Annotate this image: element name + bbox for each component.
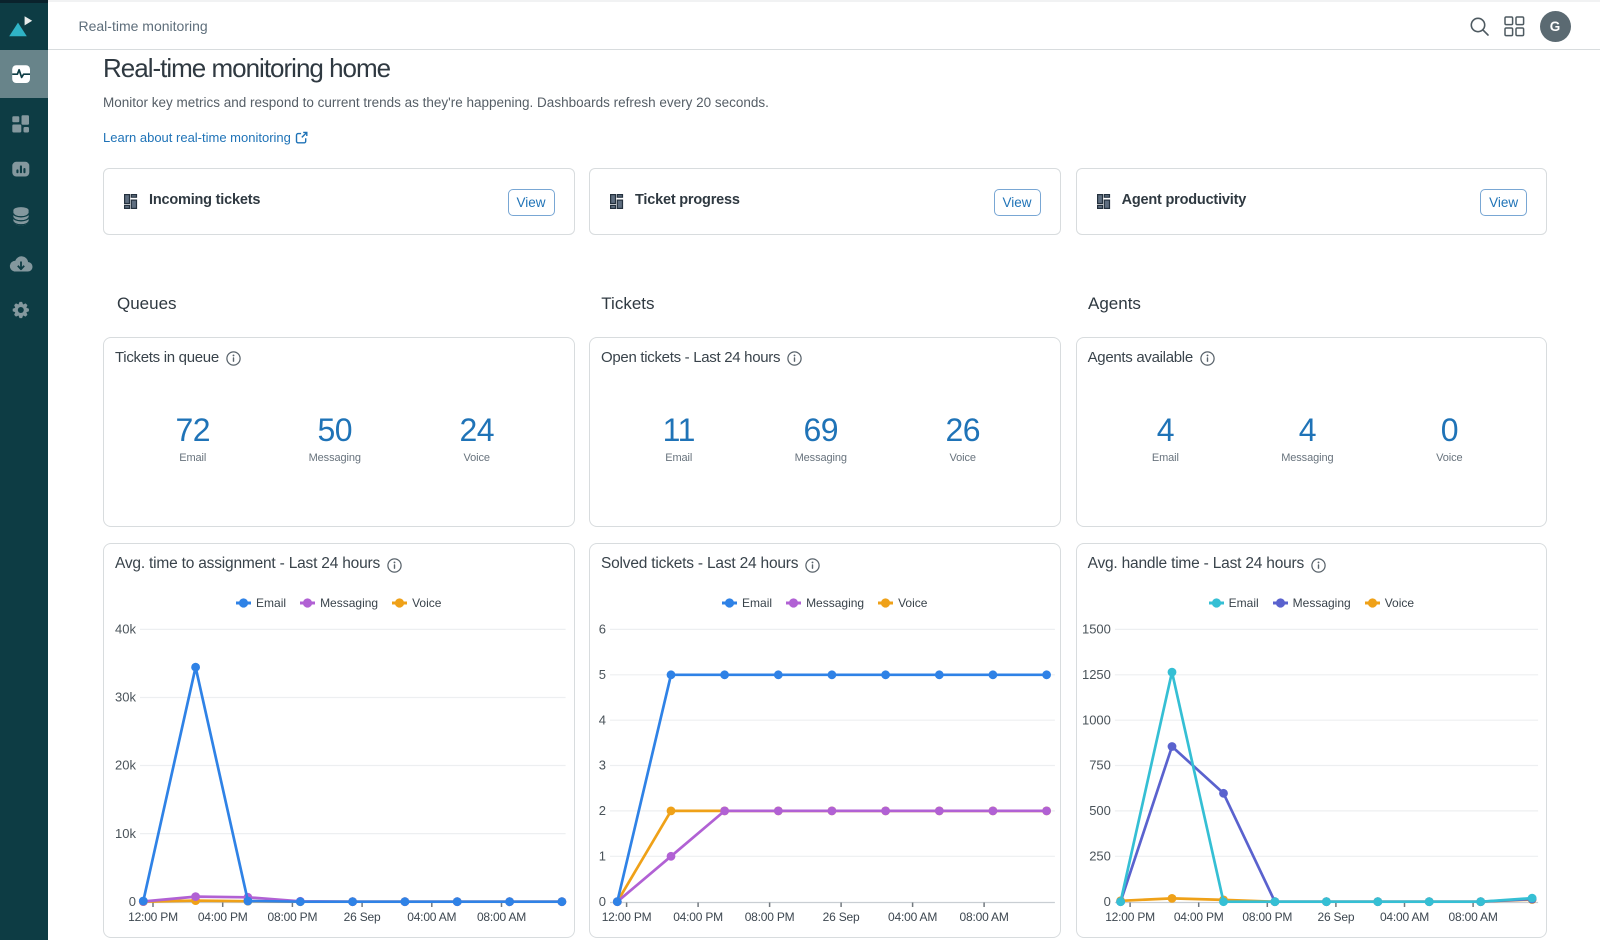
svg-text:04:00 PM: 04:00 PM [673, 910, 723, 924]
svg-text:26 Sep: 26 Sep [344, 910, 381, 924]
svg-text:12:00 PM: 12:00 PM [1105, 910, 1155, 924]
svg-text:08:00 PM: 08:00 PM [745, 910, 795, 924]
svg-text:26 Sep: 26 Sep [823, 910, 860, 924]
svg-text:10k: 10k [115, 826, 136, 841]
svg-text:04:00 AM: 04:00 AM [1380, 910, 1429, 924]
svg-text:12:00 PM: 12:00 PM [128, 910, 178, 924]
svg-text:20k: 20k [115, 758, 136, 773]
svg-text:500: 500 [1089, 803, 1111, 818]
svg-text:08:00 AM: 08:00 AM [477, 910, 526, 924]
svg-text:40k: 40k [115, 622, 136, 637]
svg-text:1500: 1500 [1082, 622, 1111, 637]
svg-text:5: 5 [599, 667, 606, 682]
svg-text:30k: 30k [115, 690, 136, 705]
svg-text:04:00 PM: 04:00 PM [198, 910, 248, 924]
svg-text:04:00 AM: 04:00 AM [407, 910, 456, 924]
svg-text:12:00 PM: 12:00 PM [602, 910, 652, 924]
svg-text:3: 3 [599, 758, 606, 773]
svg-text:6: 6 [599, 622, 606, 637]
svg-text:08:00 PM: 08:00 PM [268, 910, 318, 924]
svg-text:1000: 1000 [1082, 712, 1111, 727]
svg-text:08:00 AM: 08:00 AM [1448, 910, 1497, 924]
svg-text:1: 1 [599, 849, 606, 864]
svg-text:04:00 AM: 04:00 AM [888, 910, 937, 924]
svg-text:0: 0 [599, 894, 606, 909]
svg-text:0: 0 [1103, 894, 1110, 909]
svg-text:2: 2 [599, 803, 606, 818]
svg-text:1250: 1250 [1082, 667, 1111, 682]
svg-text:750: 750 [1089, 758, 1111, 773]
svg-text:04:00 PM: 04:00 PM [1173, 910, 1223, 924]
svg-text:0: 0 [129, 894, 136, 909]
svg-text:08:00 AM: 08:00 AM [960, 910, 1009, 924]
svg-text:26 Sep: 26 Sep [1317, 910, 1354, 924]
svg-text:08:00 PM: 08:00 PM [1242, 910, 1292, 924]
svg-text:4: 4 [599, 712, 606, 727]
svg-text:250: 250 [1089, 849, 1111, 864]
